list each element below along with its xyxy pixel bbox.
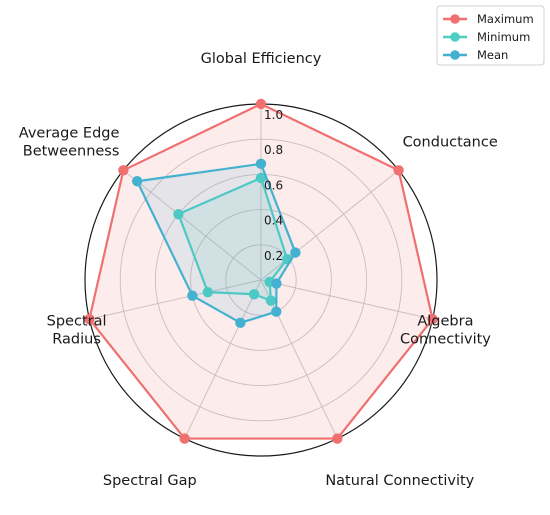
data-point <box>235 317 246 329</box>
data-point <box>271 306 282 317</box>
legend: Maximum Minimum Mean <box>436 5 545 66</box>
data-point <box>131 176 143 187</box>
legend-marker <box>450 50 460 60</box>
legend-item: Mean <box>443 48 508 62</box>
grid-spoke <box>89 279 262 320</box>
axis-label: Conductance <box>403 135 498 151</box>
data-point <box>265 295 277 306</box>
axis-label: Spectral Gap <box>103 473 197 489</box>
series-line <box>136 162 297 324</box>
axis-label: Natural Connectivity <box>325 473 474 489</box>
radial-tick-label: 0.8 <box>264 143 283 157</box>
radial-tick-label: 1.0 <box>264 108 283 122</box>
data-point <box>84 313 95 325</box>
data-point <box>255 172 267 184</box>
legend-item: Minimum <box>443 30 530 44</box>
legend-item: Maximum <box>443 12 534 26</box>
data-point <box>187 290 198 301</box>
data-point <box>290 247 301 258</box>
data-point <box>255 98 267 110</box>
grid-spoke <box>123 169 262 281</box>
data-point <box>118 165 129 176</box>
legend-label: Maximum <box>477 12 534 26</box>
legend-label: Mean <box>477 48 508 62</box>
series-line <box>88 102 434 440</box>
data-point <box>248 289 260 300</box>
series-fill <box>178 177 288 301</box>
data-point <box>271 278 282 289</box>
data-point <box>393 165 404 176</box>
series-mean <box>131 158 301 329</box>
legend-marker <box>450 14 460 24</box>
series-minimum <box>173 172 293 306</box>
grid-spoke <box>260 279 338 439</box>
data-point <box>255 158 267 170</box>
grid-spoke <box>184 279 262 439</box>
data-point <box>173 208 184 220</box>
data-point <box>427 313 438 325</box>
axis-label: Global Efficiency <box>201 51 322 67</box>
axis-labels: Global Efficiency Conductance Algebra Conne… <box>19 51 498 489</box>
series-fill <box>89 104 433 439</box>
radial-tick-label: 0.2 <box>264 249 283 263</box>
grid-spoke <box>260 279 433 320</box>
legend-marker <box>450 32 460 42</box>
series-maximum <box>84 98 438 444</box>
radial-tick-labels: 0.2 0.4 0.6 0.8 1.0 <box>264 108 283 263</box>
data-point <box>332 433 343 444</box>
data-point <box>179 433 190 444</box>
radial-tick-label: 0.4 <box>264 214 283 228</box>
axis-label: Spectral Radius <box>47 313 107 347</box>
legend-box <box>436 5 545 66</box>
data-point <box>202 286 214 298</box>
axis-label: Algebra Connectivity <box>400 313 491 347</box>
radial-tick-label: 0.6 <box>264 178 283 192</box>
axis-label: Average Edge Betweenness <box>19 126 120 160</box>
legend-label: Minimum <box>477 30 530 44</box>
series-layer <box>84 98 438 444</box>
series-fill <box>137 163 296 323</box>
